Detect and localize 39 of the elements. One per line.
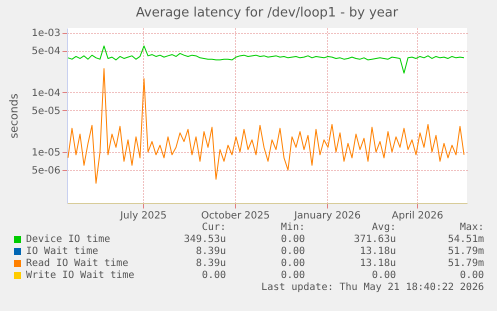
text: 0.00 bbox=[460, 270, 484, 281]
text: 13.18u bbox=[360, 246, 396, 257]
chart-title: Average latency for /dev/loop1 - by year bbox=[136, 6, 399, 21]
text: 8.39u bbox=[196, 246, 226, 257]
text: 349.53u bbox=[184, 234, 226, 245]
text: 51.79m bbox=[448, 246, 484, 257]
x-tick-label: January 2026 bbox=[293, 210, 361, 222]
text: 8.39u bbox=[196, 258, 226, 269]
text: 54.51m bbox=[448, 234, 484, 245]
text: 0.00 bbox=[372, 270, 396, 281]
x-tick-label: April 2026 bbox=[392, 210, 444, 222]
text: 0.00 bbox=[280, 234, 305, 245]
text: Max: bbox=[460, 222, 484, 233]
y-tick-label: 1e-04 bbox=[32, 88, 60, 99]
text: 0.00 bbox=[202, 270, 226, 281]
x-tick-label: July 2025 bbox=[119, 210, 167, 222]
text: Min: bbox=[280, 222, 305, 233]
x-tick-label: October 2025 bbox=[201, 210, 270, 222]
line-series bbox=[68, 68, 464, 184]
text: Cur: bbox=[202, 222, 226, 233]
y-tick-label: 5e-06 bbox=[32, 166, 60, 177]
y-tick-label: 5e-05 bbox=[32, 106, 60, 117]
line-series bbox=[68, 45, 464, 74]
text: Avg: bbox=[372, 222, 396, 233]
legend-label: IO Wait time bbox=[26, 246, 98, 257]
legend-label: Read IO Wait time bbox=[26, 258, 128, 269]
legend-label: Device IO time bbox=[26, 234, 110, 245]
y-tick-label: 1e-03 bbox=[32, 28, 60, 40]
legend-label: Write IO Wait time bbox=[26, 270, 134, 281]
text: 0.00 bbox=[280, 258, 305, 269]
y-tick-label: 1e-05 bbox=[32, 148, 60, 159]
y-axis-title: seconds bbox=[8, 93, 21, 138]
text: 51.79m bbox=[448, 258, 484, 269]
y-tick-label: 5e-04 bbox=[32, 46, 60, 58]
text: 13.18u bbox=[360, 258, 396, 269]
text: Last update: Thu May 21 18:40:22 2026 bbox=[261, 282, 484, 293]
text: 0.00 bbox=[280, 270, 305, 281]
text: 371.63u bbox=[354, 234, 396, 245]
text: 0.00 bbox=[280, 246, 305, 257]
